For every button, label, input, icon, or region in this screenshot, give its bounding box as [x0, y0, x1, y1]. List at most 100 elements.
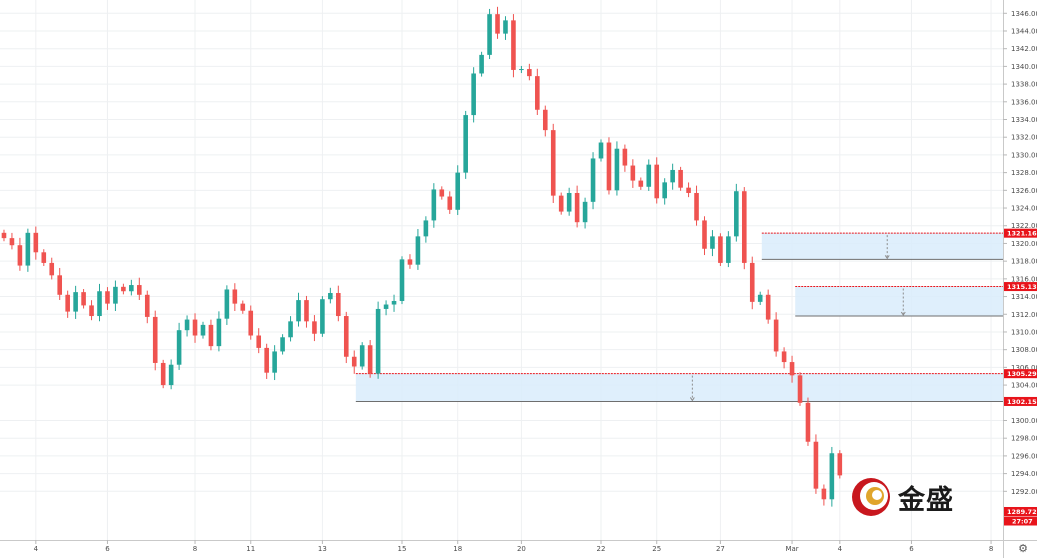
candle-body	[757, 294, 763, 302]
brand-logo: 金盛	[850, 474, 970, 520]
candle-body	[81, 292, 86, 306]
y-tick-label: 1298.00	[1011, 435, 1037, 443]
candle-body	[65, 294, 70, 312]
countdown-tag-bg	[1004, 516, 1037, 526]
candle-body	[336, 293, 341, 317]
candle-body	[105, 291, 110, 304]
candle-body	[614, 148, 620, 191]
x-tick-label: 4	[838, 545, 843, 553]
y-tick-label: 1342.00	[1011, 45, 1037, 53]
candle-body	[566, 192, 572, 212]
price-tag-label: 1305.29	[1007, 370, 1037, 378]
candle-body	[535, 76, 540, 110]
candle-body	[542, 109, 548, 131]
candle-body	[670, 169, 675, 183]
x-tick-label: 4	[34, 545, 39, 553]
candle-body	[789, 362, 795, 376]
candle-body	[718, 236, 723, 263]
candle-body	[749, 262, 755, 302]
y-tick-label: 1304.00	[1011, 382, 1037, 390]
candle-body	[702, 220, 707, 249]
candle-body	[479, 54, 484, 74]
candle-body	[837, 453, 843, 476]
price-axis: 1292.00 1294.00 1296.00 1298.00 1300.00 1304.…	[1003, 0, 1037, 558]
candle-body	[296, 300, 301, 322]
gear-icon[interactable]: ⚙	[1018, 542, 1028, 555]
y-tick-label: 1338.00	[1011, 81, 1037, 89]
candle-body	[57, 275, 63, 295]
candle-body	[765, 294, 771, 320]
candle-body	[399, 259, 405, 301]
candle-body	[734, 191, 739, 237]
x-tick-label: 27	[716, 545, 725, 553]
candle-body	[638, 180, 644, 187]
candle-body	[527, 69, 532, 77]
last-price-tag-bg	[1004, 506, 1037, 516]
x-tick-label: 22	[597, 545, 606, 553]
x-tick-label: 13	[318, 545, 327, 553]
candle-body	[447, 196, 453, 210]
zone-arrow-icon	[884, 255, 890, 260]
y-tick-label: 1316.00	[1011, 275, 1037, 283]
x-tick-label: 8	[193, 545, 197, 553]
price-axis-bg	[1003, 0, 1037, 558]
y-tick-label: 1344.00	[1011, 27, 1037, 35]
candle-body	[407, 259, 413, 265]
candle-body	[216, 318, 222, 347]
y-tick-label: 1332.00	[1011, 134, 1037, 142]
y-tick-label: 1296.00	[1011, 452, 1037, 460]
y-tick-label: 1294.00	[1011, 470, 1037, 478]
candle-body	[208, 324, 214, 347]
x-tick-label: 6	[105, 545, 110, 553]
candle-body	[495, 14, 500, 34]
y-tick-label: 1336.00	[1011, 98, 1037, 106]
candle-body	[232, 289, 238, 304]
candle-body	[89, 305, 94, 317]
candle-body	[606, 142, 612, 191]
y-tick-label: 1340.00	[1011, 63, 1037, 71]
candle-body	[359, 345, 365, 367]
candle-body	[152, 316, 158, 363]
candle-body	[741, 191, 747, 263]
candle-body	[590, 158, 596, 202]
y-tick-label: 1314.00	[1011, 293, 1037, 301]
candle-body	[654, 164, 660, 199]
candle-body	[49, 262, 55, 276]
y-tick-label: 1300.00	[1011, 417, 1037, 425]
candle-body	[200, 324, 206, 336]
candle-body	[455, 172, 461, 210]
candle-body	[25, 232, 31, 266]
y-tick-label: 1292.00	[1011, 488, 1037, 496]
candle-body	[550, 130, 556, 196]
x-tick-label: 25	[652, 545, 661, 553]
candle-body	[256, 335, 262, 348]
candle-body	[192, 319, 198, 336]
candle-body	[598, 142, 604, 159]
candle-body	[304, 300, 309, 322]
candle-body	[9, 238, 15, 246]
price-tag-bg	[1004, 282, 1037, 292]
candle-body	[248, 310, 254, 336]
candle-body	[240, 303, 246, 311]
candle-body	[73, 292, 78, 312]
zone-arrow-icon	[689, 397, 695, 402]
candle-body	[280, 337, 285, 352]
candle-body	[622, 148, 628, 166]
candlesticks	[1, 6, 843, 507]
candle-body	[773, 319, 779, 352]
candle-body	[630, 165, 636, 181]
last-price-label: 1289.72	[1007, 508, 1037, 516]
candle-body	[17, 245, 23, 266]
x-tick-label: 15	[398, 545, 407, 553]
y-tick-label: 1318.00	[1011, 258, 1037, 266]
candle-body	[582, 201, 588, 223]
candle-body	[391, 300, 397, 305]
candle-body	[662, 182, 667, 199]
y-tick-label: 1308.00	[1011, 346, 1037, 354]
price-tag-bg	[1004, 369, 1037, 379]
y-tick-label: 1322.00	[1011, 222, 1037, 230]
candle-body	[821, 488, 827, 500]
x-tick-label: Mar	[785, 545, 798, 553]
candle-body	[129, 285, 134, 292]
